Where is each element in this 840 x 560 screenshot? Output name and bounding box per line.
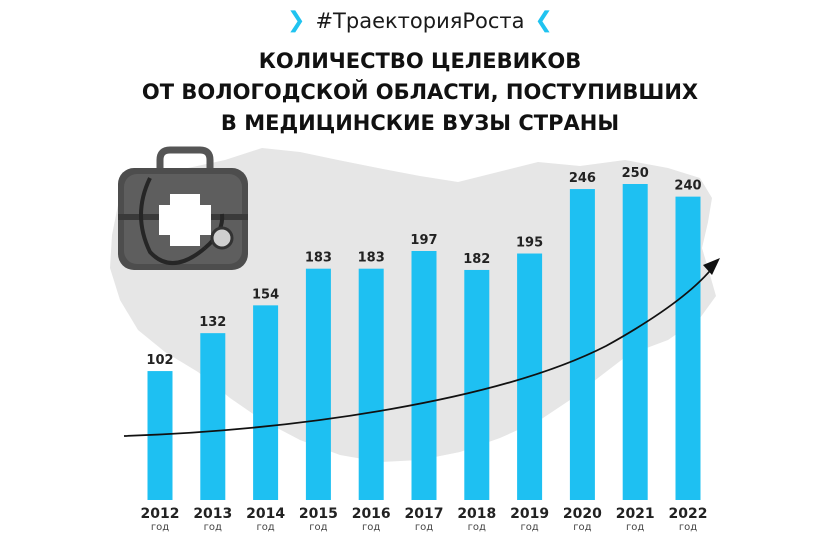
trend-arrowhead xyxy=(703,258,720,275)
hashtag-header: ❯ #ТраекторияРоста ❮ xyxy=(0,8,840,33)
year-sublabel-2012: год xyxy=(151,522,169,533)
year-label-2019: 2019 xyxy=(510,506,549,522)
value-label-2019: 195 xyxy=(516,236,543,251)
value-label-2015: 183 xyxy=(305,251,332,266)
year-sublabel-2016: год xyxy=(362,522,380,533)
year-sublabel-2014: год xyxy=(256,522,274,533)
year-label-2017: 2017 xyxy=(405,506,444,522)
bar-2015 xyxy=(305,268,331,500)
year-sublabel-2013: год xyxy=(204,522,222,533)
bar-2018 xyxy=(464,269,490,500)
bar-2020 xyxy=(569,189,595,500)
bar-2022 xyxy=(675,196,701,500)
bar-2013 xyxy=(200,333,226,500)
value-label-2021: 250 xyxy=(622,166,649,181)
title-line-3: В МЕДИЦИНСКИЕ ВУЗЫ СТРАНЫ xyxy=(220,111,620,135)
bar-2016 xyxy=(358,268,384,500)
page-title: КОЛИЧЕСТВО ЦЕЛЕВИКОВ ОТ ВОЛОГОДСКОЙ ОБЛА… xyxy=(0,46,840,139)
year-sublabel-2021: год xyxy=(626,522,644,533)
year-label-2012: 2012 xyxy=(141,506,180,522)
value-label-2022: 240 xyxy=(674,179,701,194)
value-label-2012: 102 xyxy=(146,353,173,368)
bar-2017 xyxy=(411,250,437,500)
value-label-2016: 183 xyxy=(358,251,385,266)
trend-arrow xyxy=(123,265,715,437)
value-label-2014: 154 xyxy=(252,287,279,302)
year-sublabel-2017: год xyxy=(415,522,433,533)
year-sublabel-2022: год xyxy=(679,522,697,533)
year-label-2013: 2013 xyxy=(193,506,232,522)
bar-2021 xyxy=(622,184,648,500)
title-line-1: КОЛИЧЕСТВО ЦЕЛЕВИКОВ xyxy=(258,49,582,73)
year-label-2014: 2014 xyxy=(246,506,285,522)
year-label-2016: 2016 xyxy=(352,506,391,522)
value-label-2013: 132 xyxy=(199,315,226,330)
year-sublabel-2020: год xyxy=(573,522,591,533)
value-label-2018: 182 xyxy=(463,252,490,267)
bars-layer xyxy=(147,184,701,500)
hashtag-text: #ТраекторияРоста xyxy=(315,8,525,33)
stethoscope-icon xyxy=(139,177,234,266)
year-sublabel-2018: год xyxy=(468,522,486,533)
year-label-2022: 2022 xyxy=(669,506,708,522)
year-sublabel-2019: год xyxy=(520,522,538,533)
medical-bag-icon xyxy=(118,146,248,270)
labels-layer: 1022012год1322013год1542014год1832015год… xyxy=(141,166,708,533)
title-line-2: ОТ ВОЛОГОДСКОЙ ОБЛАСТИ, ПОСТУПИВШИХ xyxy=(141,80,699,104)
year-label-2018: 2018 xyxy=(457,506,496,522)
year-label-2020: 2020 xyxy=(563,506,602,522)
chevron-left-icon: ❮ xyxy=(534,8,553,33)
medical-cross-icon xyxy=(159,194,211,246)
value-label-2017: 197 xyxy=(410,233,437,248)
year-sublabel-2015: год xyxy=(309,522,327,533)
bar-2014 xyxy=(253,305,279,500)
chevron-right-icon: ❯ xyxy=(287,8,306,33)
year-label-2021: 2021 xyxy=(616,506,655,522)
value-label-2020: 246 xyxy=(569,171,596,186)
year-label-2015: 2015 xyxy=(299,506,338,522)
